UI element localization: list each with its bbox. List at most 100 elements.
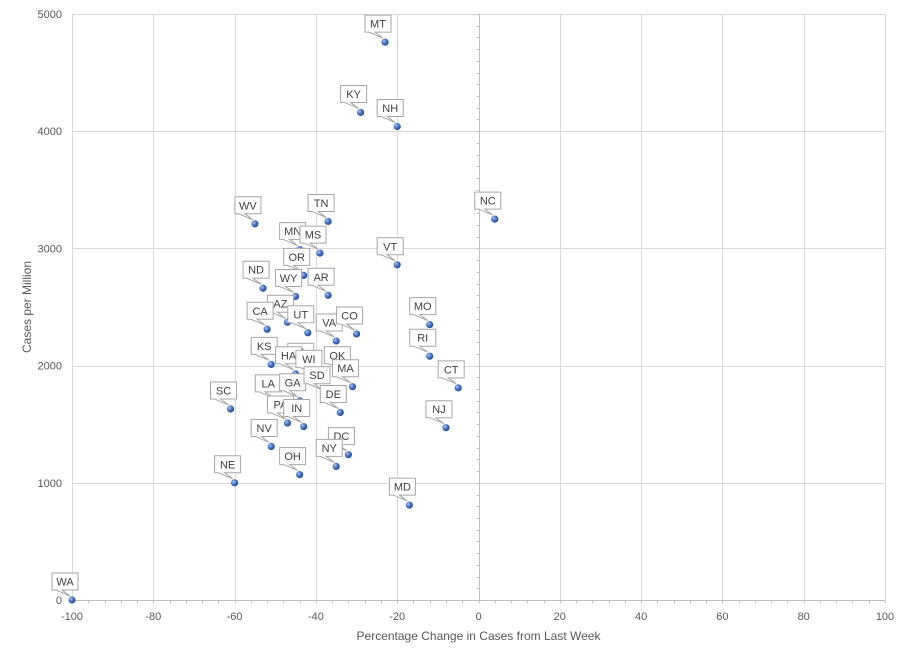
data-point-wv <box>251 220 259 228</box>
data-point-md <box>405 501 413 509</box>
data-point-ar <box>324 291 332 299</box>
data-point-mt <box>381 38 389 46</box>
data-label-ky: KY <box>340 84 368 109</box>
data-point-ny <box>332 462 340 470</box>
data-point-ks <box>267 360 275 369</box>
data-label-text: IN <box>291 403 302 415</box>
data-point-oh <box>296 470 304 479</box>
data-point-mo <box>426 320 434 329</box>
data-point-dc <box>344 451 353 459</box>
data-label-text: CT <box>444 364 459 376</box>
data-label-ar: AR <box>307 267 335 292</box>
x-tick-label: -20 <box>389 611 405 623</box>
data-label-text: NV <box>257 423 273 435</box>
x-tick-label: -80 <box>145 611 161 623</box>
data-label-la: LA <box>254 374 282 399</box>
data-label-in: IN <box>283 399 311 424</box>
data-label-wv: WV <box>234 196 262 221</box>
y-tick-label: 3000 <box>38 243 62 255</box>
data-label-vt: VT <box>376 237 404 262</box>
data-label-nd: ND <box>242 260 270 285</box>
data-label-text: KY <box>346 89 361 101</box>
y-axis-title: Cases per Million <box>20 261 34 353</box>
data-point-nv <box>267 442 275 451</box>
data-label-tn: TN <box>307 193 335 218</box>
data-label-text: MT <box>370 19 386 31</box>
data-point-ky <box>357 108 365 117</box>
data-label-text: DE <box>326 389 341 401</box>
data-label-co: CO <box>336 306 364 331</box>
data-label-text: SC <box>216 385 231 397</box>
data-label-text: OH <box>284 451 301 463</box>
data-label-md: MD <box>388 477 416 502</box>
data-label-ri: RI <box>409 328 437 353</box>
data-label-text: MN <box>284 226 301 238</box>
data-label-nj: NJ <box>425 400 453 425</box>
data-point-tn <box>324 217 332 226</box>
data-label-mn: MN <box>279 222 307 247</box>
y-tick-label: 0 <box>56 595 62 607</box>
data-label-ca: CA <box>246 301 274 326</box>
data-label-text: LA <box>262 378 276 390</box>
data-label-text: NH <box>382 103 398 115</box>
data-label-text: MA <box>337 363 354 375</box>
data-label-text: CO <box>341 310 358 322</box>
data-point-in <box>300 422 308 431</box>
x-tick-label: 0 <box>475 611 481 623</box>
data-label-text: WI <box>302 354 315 366</box>
data-point-wa <box>68 596 76 604</box>
data-point-ri <box>426 352 434 360</box>
data-label-ga: GA <box>279 373 307 398</box>
data-point-ms <box>316 249 324 257</box>
data-point-de <box>336 408 344 417</box>
data-label-text: WV <box>239 200 257 212</box>
data-label-text: WY <box>280 273 298 285</box>
axes <box>72 14 886 604</box>
data-point-va <box>332 337 340 345</box>
data-label-nh: NH <box>376 99 404 123</box>
data-label-sd: SD <box>303 366 331 391</box>
data-point-pa <box>283 419 292 427</box>
data-point-ne <box>231 479 239 487</box>
data-label-text: NC <box>480 196 496 208</box>
data-label-ha: HA <box>275 346 303 371</box>
data-label-ms: MS <box>299 225 327 250</box>
data-label-or: OR <box>283 247 311 272</box>
y-tick-label: 5000 <box>38 9 62 21</box>
data-label-wi: WI <box>295 349 323 374</box>
data-label-nv: NV <box>250 418 278 443</box>
y-tick-label: 1000 <box>38 478 62 490</box>
data-label-text: RI <box>417 333 428 345</box>
data-label-sc: SC <box>210 381 238 406</box>
x-tick-label: -40 <box>308 611 324 623</box>
data-label-text: NE <box>220 459 235 471</box>
x-tick-label: 20 <box>554 611 566 623</box>
data-point-nc <box>491 215 499 223</box>
data-label-text: MO <box>414 301 432 313</box>
data-label-ct: CT <box>437 360 465 385</box>
y-tick-label: 2000 <box>38 361 62 373</box>
data-label-text: HA <box>281 350 297 362</box>
data-label-text: SD <box>309 370 324 382</box>
data-label-text: KS <box>257 341 272 353</box>
data-label-wy: WY <box>275 268 303 293</box>
y-tick-label: 4000 <box>38 126 62 138</box>
data-label-nc: NC <box>474 191 502 216</box>
x-tick-label: 60 <box>716 611 728 623</box>
data-label-text: VT <box>383 241 397 253</box>
data-point-ut <box>304 329 312 337</box>
data-point-ca <box>263 325 271 333</box>
data-label-ut: UT <box>287 305 315 330</box>
data-label-text: TN <box>314 198 329 210</box>
data-point-sc <box>226 405 235 413</box>
x-tick-label: 80 <box>798 611 810 623</box>
data-points <box>68 38 499 604</box>
data-label-text: AR <box>313 272 328 284</box>
data-label-text: WA <box>56 577 74 589</box>
data-label-ks: KS <box>250 336 278 361</box>
x-axis-title: Percentage Change in Cases from Last Wee… <box>357 629 602 643</box>
data-label-az: AZ <box>266 294 294 319</box>
data-label-text: AZ <box>273 299 287 311</box>
